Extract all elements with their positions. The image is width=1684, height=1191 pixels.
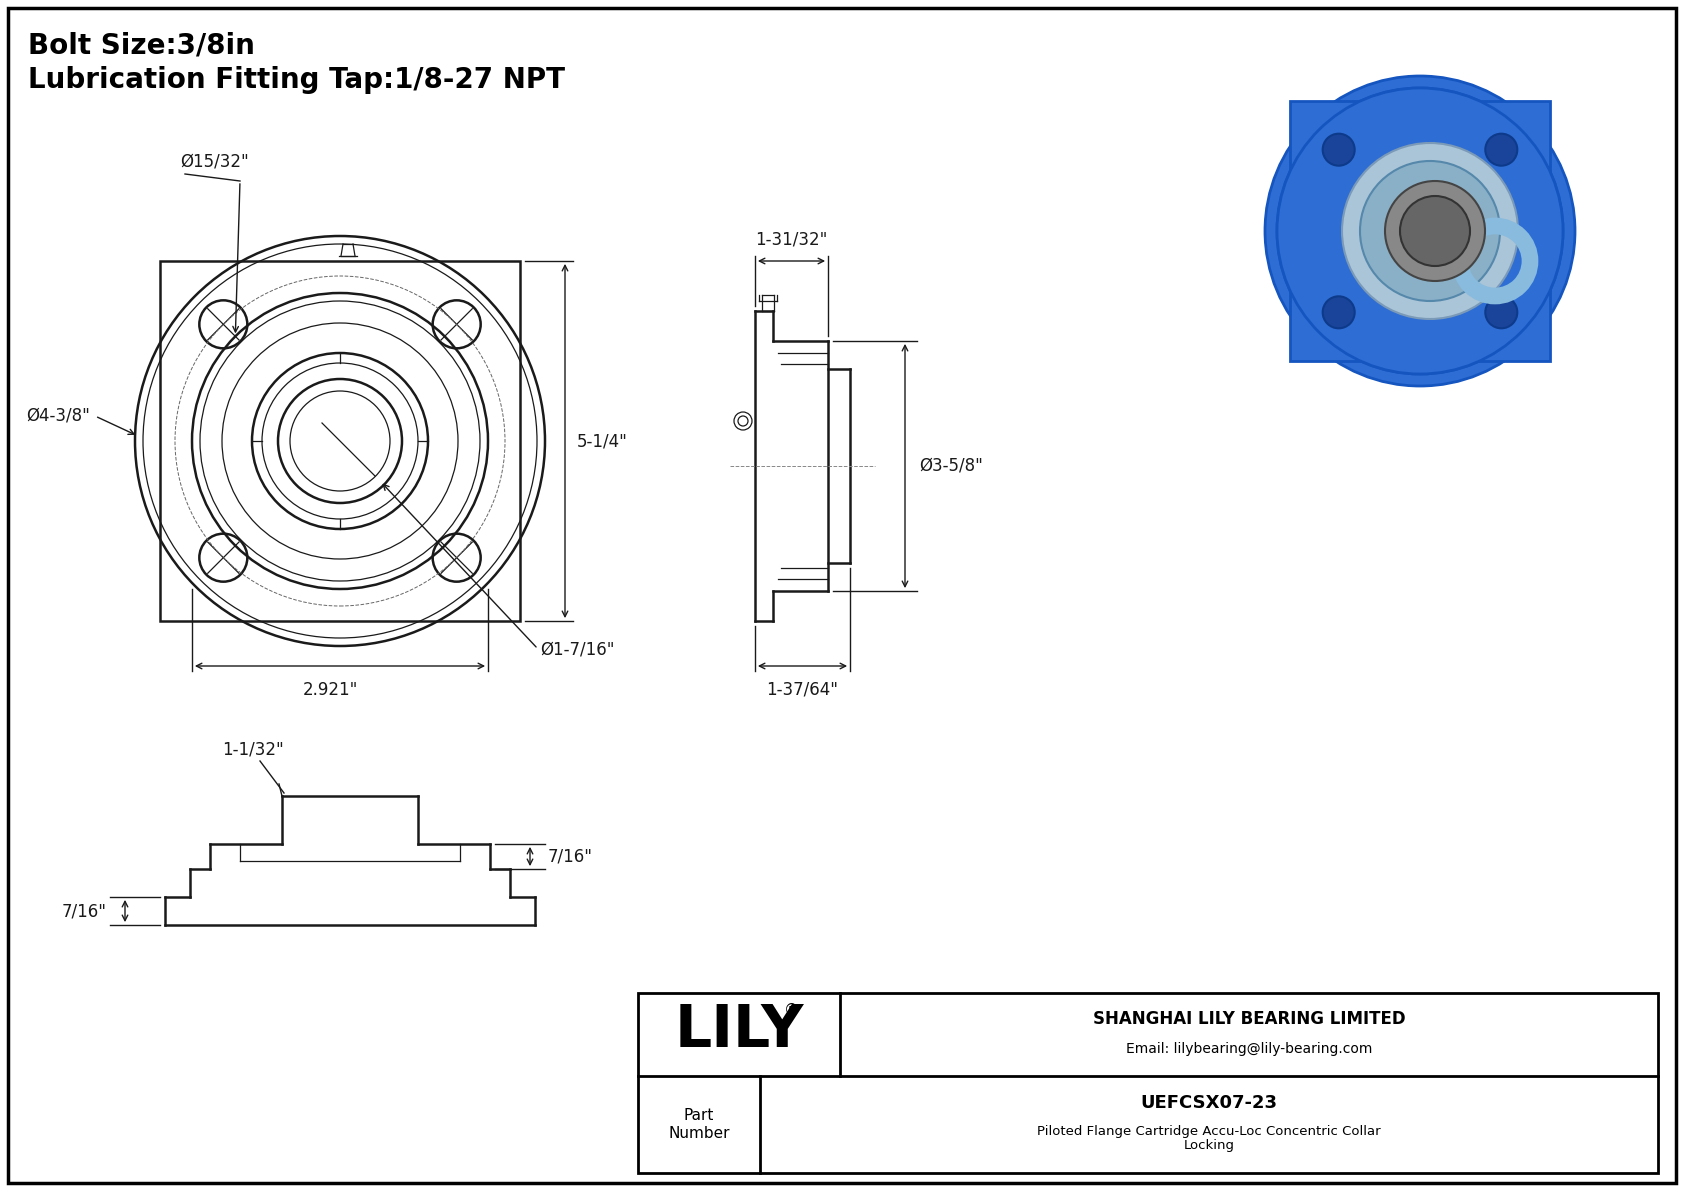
Circle shape (1322, 297, 1354, 329)
Text: ®: ® (783, 1003, 798, 1018)
Circle shape (1342, 143, 1517, 319)
Text: 1-1/32": 1-1/32" (222, 740, 283, 757)
Bar (160, 261, 520, 621)
Text: Lubrication Fitting Tap:1/8-27 NPT: Lubrication Fitting Tap:1/8-27 NPT (29, 66, 566, 94)
Text: 1-37/64": 1-37/64" (766, 680, 839, 698)
Circle shape (1485, 133, 1517, 166)
Bar (638, 993, 1659, 1173)
Text: 7/16": 7/16" (547, 848, 593, 866)
Text: Email: lilybearing@lily-bearing.com: Email: lilybearing@lily-bearing.com (1127, 1041, 1372, 1055)
Text: 7/16": 7/16" (62, 902, 108, 919)
Circle shape (1384, 181, 1485, 281)
Circle shape (1399, 197, 1470, 266)
Text: Part
Number: Part Number (669, 1109, 729, 1141)
Text: Ø3-5/8": Ø3-5/8" (919, 457, 983, 475)
Circle shape (1276, 88, 1563, 374)
Circle shape (1361, 161, 1500, 301)
Text: Piloted Flange Cartridge Accu-Loc Concentric Collar
Locking: Piloted Flange Cartridge Accu-Loc Concen… (1037, 1124, 1381, 1153)
Circle shape (1322, 133, 1354, 166)
Bar (1290, 101, 1549, 361)
Circle shape (1265, 76, 1575, 386)
Text: SHANGHAI LILY BEARING LIMITED: SHANGHAI LILY BEARING LIMITED (1093, 1010, 1406, 1028)
Text: 1-31/32": 1-31/32" (756, 231, 829, 249)
Circle shape (1485, 297, 1517, 329)
Text: Ø4-3/8": Ø4-3/8" (27, 407, 89, 425)
Text: Ø15/32": Ø15/32" (180, 152, 249, 172)
Text: 5-1/4": 5-1/4" (578, 432, 628, 450)
Text: UEFCSX07-23: UEFCSX07-23 (1140, 1093, 1278, 1111)
Circle shape (1276, 88, 1563, 374)
Text: Bolt Size:3/8in: Bolt Size:3/8in (29, 31, 254, 60)
Text: Ø1-7/16": Ø1-7/16" (541, 640, 615, 657)
Text: 2.921": 2.921" (303, 681, 357, 699)
Text: LILY: LILY (674, 1002, 803, 1059)
